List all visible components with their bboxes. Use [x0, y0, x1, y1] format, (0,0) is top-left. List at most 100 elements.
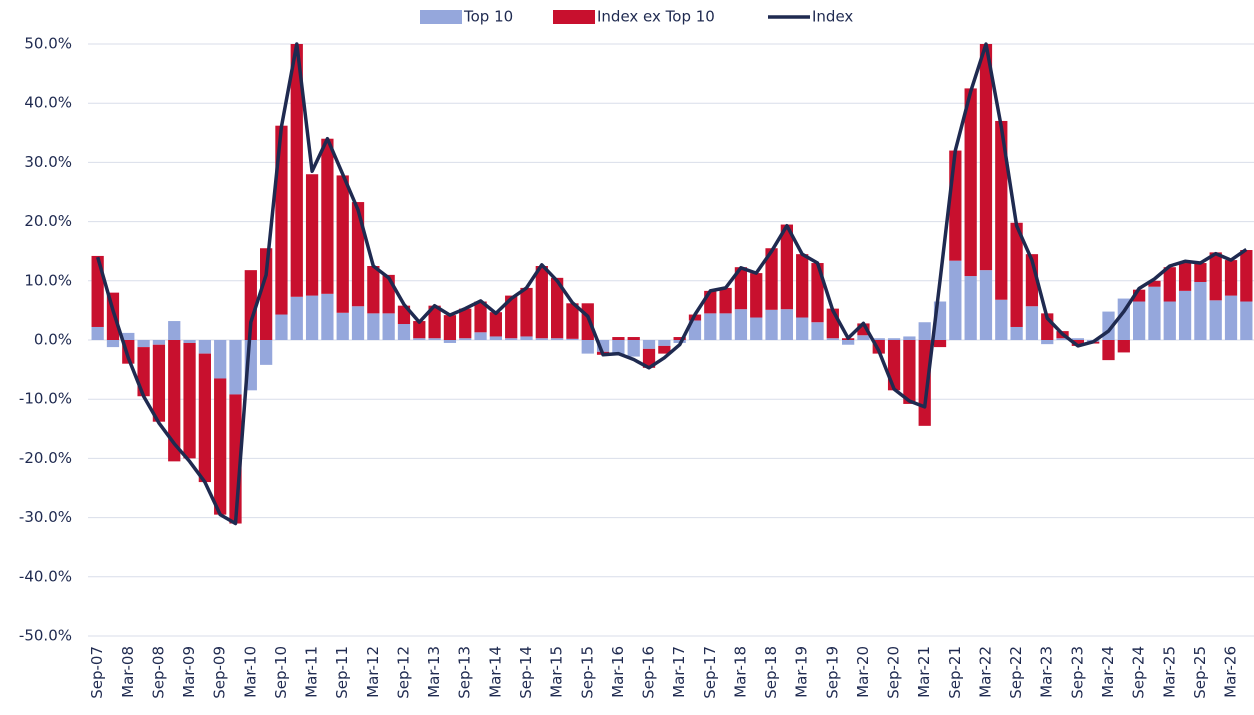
x-tick-label: Mar-14 — [486, 646, 504, 698]
bar — [1224, 295, 1238, 340]
bar — [964, 88, 977, 277]
bar — [949, 150, 962, 261]
y-tick-label: 30.0% — [24, 153, 72, 171]
bar — [1240, 301, 1253, 340]
bar — [1224, 260, 1238, 296]
bar — [949, 260, 962, 340]
bar — [290, 296, 303, 340]
bar — [612, 337, 625, 340]
x-tick-label: Mar-22 — [976, 646, 994, 698]
legend-label: Index ex Top 10 — [597, 8, 715, 26]
y-tick-label: 0.0% — [34, 331, 72, 349]
bar — [198, 353, 211, 483]
x-tick-label: Mar-12 — [364, 646, 382, 698]
bar — [979, 270, 993, 340]
bar — [260, 340, 273, 365]
bar — [872, 338, 885, 340]
bar — [1163, 267, 1176, 302]
x-tick-label: Sep-09 — [211, 646, 229, 699]
bar — [1194, 281, 1207, 340]
bar — [505, 338, 518, 340]
y-tick-label: -40.0% — [19, 567, 72, 585]
bar — [857, 335, 870, 340]
bar — [581, 340, 594, 354]
x-tick-label: Mar-18 — [731, 646, 749, 698]
bar — [535, 338, 548, 340]
bar — [612, 340, 625, 355]
x-tick-label: Mar-17 — [670, 646, 688, 698]
bar — [443, 315, 457, 340]
bar — [842, 340, 855, 345]
bar — [1025, 306, 1039, 340]
x-tick-label: Sep-19 — [823, 646, 841, 699]
bar — [183, 342, 196, 459]
bar — [382, 313, 395, 340]
bar — [642, 340, 656, 349]
x-tick-label: Mar-15 — [548, 646, 566, 698]
bar — [1071, 338, 1084, 340]
bar — [290, 44, 303, 297]
x-tick-label: Sep-16 — [640, 646, 658, 699]
bar — [765, 309, 778, 340]
bar — [214, 378, 227, 515]
line — [96, 42, 1248, 526]
x-tick-label: Mar-24 — [1099, 646, 1117, 698]
bar — [336, 312, 349, 340]
bar — [811, 322, 824, 340]
bar — [1178, 290, 1192, 340]
bar — [566, 338, 579, 340]
bar — [367, 313, 380, 340]
bar — [581, 303, 594, 340]
bar — [658, 345, 671, 354]
bar — [91, 326, 104, 340]
bar — [1148, 280, 1161, 287]
bar — [566, 303, 579, 339]
bar — [336, 175, 349, 313]
bar — [168, 321, 181, 340]
x-tick-label: Sep-15 — [578, 646, 596, 699]
bar — [551, 277, 564, 339]
y-tick-label: -10.0% — [19, 390, 72, 408]
bar — [474, 301, 487, 333]
x-tick-label: Sep-25 — [1191, 646, 1209, 699]
y-tick-label: 50.0% — [24, 35, 72, 53]
bar — [658, 340, 671, 346]
bar — [305, 295, 319, 340]
bar — [1071, 340, 1084, 346]
bar — [1010, 326, 1023, 340]
y-tick-label: 10.0% — [24, 271, 72, 289]
bar — [198, 340, 211, 354]
bar — [719, 287, 732, 314]
bar — [1209, 252, 1222, 301]
x-tick-label: Sep-20 — [885, 646, 903, 699]
x-tick-label: Mar-19 — [793, 646, 811, 698]
x-tick-label: Sep-13 — [456, 646, 474, 699]
x-tick-label: Sep-24 — [1130, 646, 1148, 699]
bar — [719, 313, 732, 340]
bar — [489, 312, 502, 337]
x-tick-label: Mar-26 — [1222, 646, 1240, 698]
bar — [780, 224, 793, 310]
x-tick-label: Sep-10 — [272, 646, 290, 699]
bar — [1178, 263, 1192, 291]
bar — [704, 290, 717, 314]
bar — [765, 248, 778, 310]
bar — [734, 309, 748, 340]
y-tick-label: -20.0% — [19, 449, 72, 467]
bar — [642, 348, 656, 368]
bar — [933, 340, 947, 348]
bar — [275, 314, 288, 340]
legend-label: Index — [812, 8, 853, 26]
bar — [780, 309, 793, 340]
x-tick-label: Sep-23 — [1068, 646, 1086, 699]
x-tick-label: Mar-11 — [303, 646, 321, 698]
x-tick-label: Sep-11 — [333, 646, 351, 699]
x-tick-label: Mar-20 — [854, 646, 872, 698]
x-tick-label: Mar-23 — [1038, 646, 1056, 698]
bar — [168, 340, 181, 462]
x-tick-label: Mar-10 — [241, 646, 259, 698]
bar — [459, 308, 472, 339]
bar — [367, 266, 380, 314]
bar — [688, 320, 702, 340]
bar — [1133, 301, 1146, 340]
